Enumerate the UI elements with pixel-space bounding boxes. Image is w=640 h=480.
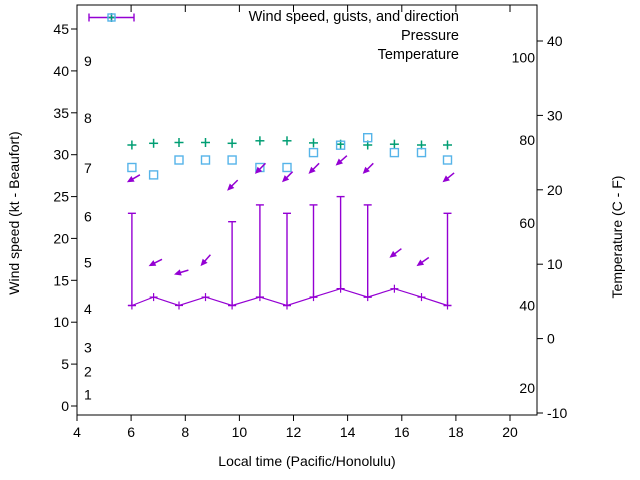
x-tick-label: 6 <box>127 424 135 440</box>
fahrenheit-label: 40 <box>519 298 535 314</box>
temperature-square-marker <box>308 147 319 158</box>
fahrenheit-label: 80 <box>519 132 535 148</box>
x-tick-label: 20 <box>502 424 518 440</box>
wind-direction-arrowhead <box>254 166 263 174</box>
wind-direction-arrowhead <box>335 158 343 166</box>
wind-direction-arrowhead <box>200 258 208 267</box>
temperature-square-marker <box>127 162 137 173</box>
temperature-square-marker <box>200 155 211 165</box>
wind-direction-arrowhead <box>174 269 182 276</box>
temperature-square-sample-icon <box>107 13 518 65</box>
wind-direction-arrowhead <box>282 175 290 183</box>
temperature-square-marker <box>335 140 346 150</box>
temperature-square-marker <box>363 132 373 143</box>
kt-tick-label: 40 <box>53 63 69 79</box>
wind-direction-arrowhead <box>227 183 235 191</box>
right-axis: -10 0 10 20 30 40 20 40 60 80 100 <box>512 33 568 421</box>
x-tick-label: 8 <box>181 424 189 440</box>
fahrenheit-label: 100 <box>512 50 536 66</box>
beaufort-label: 6 <box>84 209 92 225</box>
beaufort-label: 3 <box>84 339 92 355</box>
temperature-square-marker <box>227 155 237 165</box>
legend: Wind speed, gusts, and direction Pressur… <box>77 8 518 65</box>
legend-row-wind: Wind speed, gusts, and direction <box>77 8 518 27</box>
wind-direction-arrowhead <box>308 166 316 174</box>
beaufort-label: 7 <box>84 160 92 176</box>
pressure-series <box>127 136 452 150</box>
celsius-tick-label: 30 <box>547 107 563 123</box>
kt-tick-label: 15 <box>53 272 69 288</box>
legend-label-temperature: Temperature <box>377 47 459 63</box>
temperature-square-marker <box>282 162 292 173</box>
x-tick-label: 16 <box>394 424 410 440</box>
legend-label-wind: Wind speed, gusts, and direction <box>248 9 459 25</box>
temperature-square-marker <box>389 147 400 158</box>
x-axis: 4 6 8 10 12 14 16 18 20 <box>73 5 518 440</box>
beaufort-label: 5 <box>84 255 92 271</box>
right-axis-title: Temperature (C - F) <box>609 175 625 299</box>
temperature-series <box>127 132 453 180</box>
legend-row-temperature: Temperature <box>77 13 518 65</box>
celsius-tick-label: 10 <box>547 256 563 272</box>
legend-label-pressure: Pressure <box>400 28 459 44</box>
fahrenheit-label: 60 <box>519 215 535 231</box>
beaufort-label: 2 <box>84 364 92 380</box>
x-tick-label: 14 <box>340 424 356 440</box>
legend-row-pressure: Pressure <box>77 13 518 46</box>
wind-direction-arrowhead <box>362 166 370 174</box>
celsius-tick-label: 20 <box>547 182 563 198</box>
x-tick-label: 12 <box>286 424 302 440</box>
left-axis-title: Wind speed (kt - Beaufort) <box>6 131 22 295</box>
celsius-tick-label: 40 <box>547 33 563 49</box>
kt-tick-label: 0 <box>61 398 69 414</box>
plot-border <box>76 4 538 416</box>
wind-direction-arrowhead <box>126 176 135 183</box>
wind-direction-arrowhead <box>148 260 157 267</box>
kt-tick-label: 30 <box>53 147 69 163</box>
wind-direction-arrowhead <box>442 175 450 183</box>
open-square-glyph <box>107 13 116 22</box>
kt-tick-label: 25 <box>53 189 69 205</box>
beaufort-label: 4 <box>84 301 92 317</box>
temperature-square-marker <box>416 147 427 158</box>
beaufort-label: 9 <box>84 53 92 69</box>
temperature-square-marker <box>148 170 159 180</box>
x-axis-title: Local time (Pacific/Honolulu) <box>218 453 396 469</box>
kt-tick-label: 5 <box>61 356 69 372</box>
kt-tick-label: 20 <box>53 230 69 246</box>
celsius-tick-label: -10 <box>547 405 567 421</box>
x-tick-label: 10 <box>232 424 248 440</box>
square-glyph <box>107 13 116 22</box>
beaufort-label: 8 <box>84 110 92 126</box>
pressure-plus-sample-icon <box>107 13 518 46</box>
celsius-tick-label: 0 <box>547 331 555 347</box>
beaufort-label: 1 <box>84 386 92 402</box>
temperature-square-marker <box>174 155 184 165</box>
wind-direction-arrowhead <box>416 259 425 267</box>
kt-tick-label: 35 <box>53 105 69 121</box>
temperature-square-marker <box>442 155 453 165</box>
x-tick-label: 18 <box>448 424 464 440</box>
fahrenheit-label: 20 <box>519 380 535 396</box>
x-tick-label: 4 <box>73 424 81 440</box>
kt-tick-label: 10 <box>53 314 69 330</box>
wind-series <box>126 155 455 310</box>
wind-errorbar-sample-icon <box>88 8 518 27</box>
wind-direction-arrowhead <box>389 250 397 258</box>
kt-tick-label: 45 <box>53 21 69 37</box>
